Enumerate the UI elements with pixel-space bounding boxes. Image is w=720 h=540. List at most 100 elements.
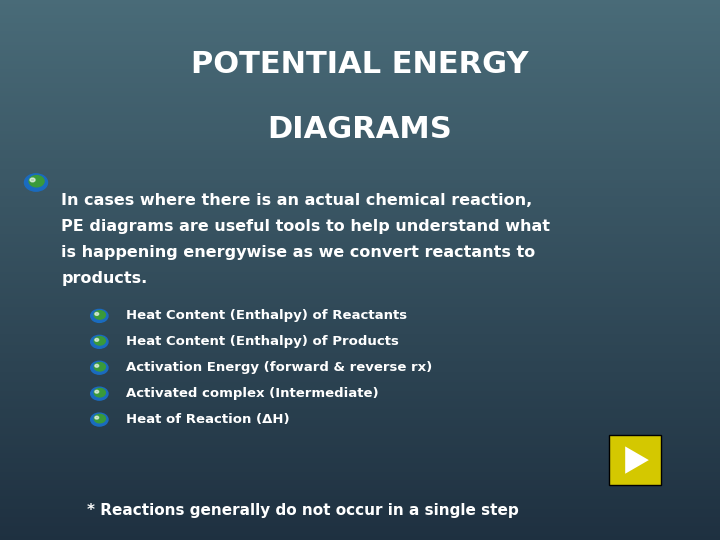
Bar xyxy=(0,135,720,138)
Bar xyxy=(0,265,720,267)
Bar xyxy=(0,526,720,529)
Circle shape xyxy=(94,388,105,397)
Bar xyxy=(0,65,720,68)
Bar xyxy=(0,319,720,321)
Bar xyxy=(0,138,720,140)
Bar xyxy=(0,89,720,92)
Bar xyxy=(0,392,720,394)
Bar xyxy=(0,486,720,489)
Bar xyxy=(0,16,720,19)
Text: products.: products. xyxy=(61,271,148,286)
Bar xyxy=(0,81,720,84)
Bar xyxy=(0,405,720,408)
Bar xyxy=(0,5,720,8)
Bar xyxy=(0,467,720,470)
Bar xyxy=(0,354,720,356)
Bar xyxy=(0,62,720,65)
Bar xyxy=(0,230,720,232)
Circle shape xyxy=(91,361,108,374)
Bar xyxy=(0,173,720,176)
Bar xyxy=(0,305,720,308)
Bar xyxy=(0,338,720,340)
Bar xyxy=(0,389,720,392)
Text: DIAGRAMS: DIAGRAMS xyxy=(268,115,452,144)
Bar xyxy=(0,76,720,78)
Bar xyxy=(0,27,720,30)
Bar xyxy=(0,284,720,286)
Text: Heat Content (Enthalpy) of Products: Heat Content (Enthalpy) of Products xyxy=(126,335,399,348)
Circle shape xyxy=(91,413,108,426)
Bar xyxy=(0,446,720,448)
Circle shape xyxy=(30,178,35,182)
Bar xyxy=(0,475,720,478)
Text: Activation Energy (forward & reverse rx): Activation Energy (forward & reverse rx) xyxy=(126,361,432,374)
Circle shape xyxy=(95,313,99,315)
Text: In cases where there is an actual chemical reaction,: In cases where there is an actual chemic… xyxy=(61,193,533,208)
Bar xyxy=(0,143,720,146)
Bar xyxy=(0,459,720,462)
Bar xyxy=(0,292,720,294)
Bar xyxy=(0,167,720,170)
Bar xyxy=(0,140,720,143)
Bar xyxy=(0,49,720,51)
Bar xyxy=(0,491,720,494)
Bar xyxy=(0,273,720,275)
Bar xyxy=(0,464,720,467)
Bar xyxy=(0,59,720,62)
Bar xyxy=(0,211,720,213)
Bar xyxy=(0,348,720,351)
Bar xyxy=(0,94,720,97)
Bar xyxy=(0,329,720,332)
Bar xyxy=(0,73,720,76)
Bar xyxy=(0,386,720,389)
Bar xyxy=(0,130,720,132)
Bar xyxy=(0,413,720,416)
Bar xyxy=(0,122,720,124)
Bar xyxy=(0,521,720,524)
Bar xyxy=(0,275,720,278)
Bar xyxy=(0,416,720,418)
Bar xyxy=(0,119,720,122)
Bar xyxy=(0,148,720,151)
Bar xyxy=(0,8,720,11)
Text: PE diagrams are useful tools to help understand what: PE diagrams are useful tools to help und… xyxy=(61,219,550,234)
Bar xyxy=(0,327,720,329)
Bar xyxy=(0,170,720,173)
Bar xyxy=(0,227,720,229)
Bar xyxy=(0,429,720,432)
Circle shape xyxy=(91,309,108,322)
Circle shape xyxy=(95,339,99,341)
Bar xyxy=(0,194,720,197)
Bar xyxy=(0,43,720,46)
Bar xyxy=(0,513,720,516)
Bar xyxy=(0,356,720,359)
Bar xyxy=(0,151,720,154)
Bar xyxy=(0,186,720,189)
Bar xyxy=(0,440,720,443)
Bar xyxy=(0,351,720,354)
Bar xyxy=(0,346,720,348)
Bar xyxy=(0,116,720,119)
Bar xyxy=(0,38,720,40)
Bar xyxy=(0,238,720,240)
Bar xyxy=(0,221,720,224)
Bar xyxy=(0,373,720,375)
Bar xyxy=(0,78,720,81)
Circle shape xyxy=(95,416,99,419)
Bar xyxy=(0,154,720,157)
Bar xyxy=(0,297,720,300)
Bar xyxy=(0,375,720,378)
Bar xyxy=(0,200,720,202)
Bar xyxy=(0,332,720,335)
Bar xyxy=(0,532,720,535)
Bar xyxy=(0,262,720,265)
Bar xyxy=(0,103,720,105)
Bar xyxy=(0,219,720,221)
Bar xyxy=(0,105,720,108)
Bar xyxy=(0,418,720,421)
Bar xyxy=(0,22,720,24)
Bar xyxy=(0,435,720,437)
Bar xyxy=(0,235,720,238)
Text: Heat Content (Enthalpy) of Reactants: Heat Content (Enthalpy) of Reactants xyxy=(126,309,407,322)
Circle shape xyxy=(95,364,99,367)
